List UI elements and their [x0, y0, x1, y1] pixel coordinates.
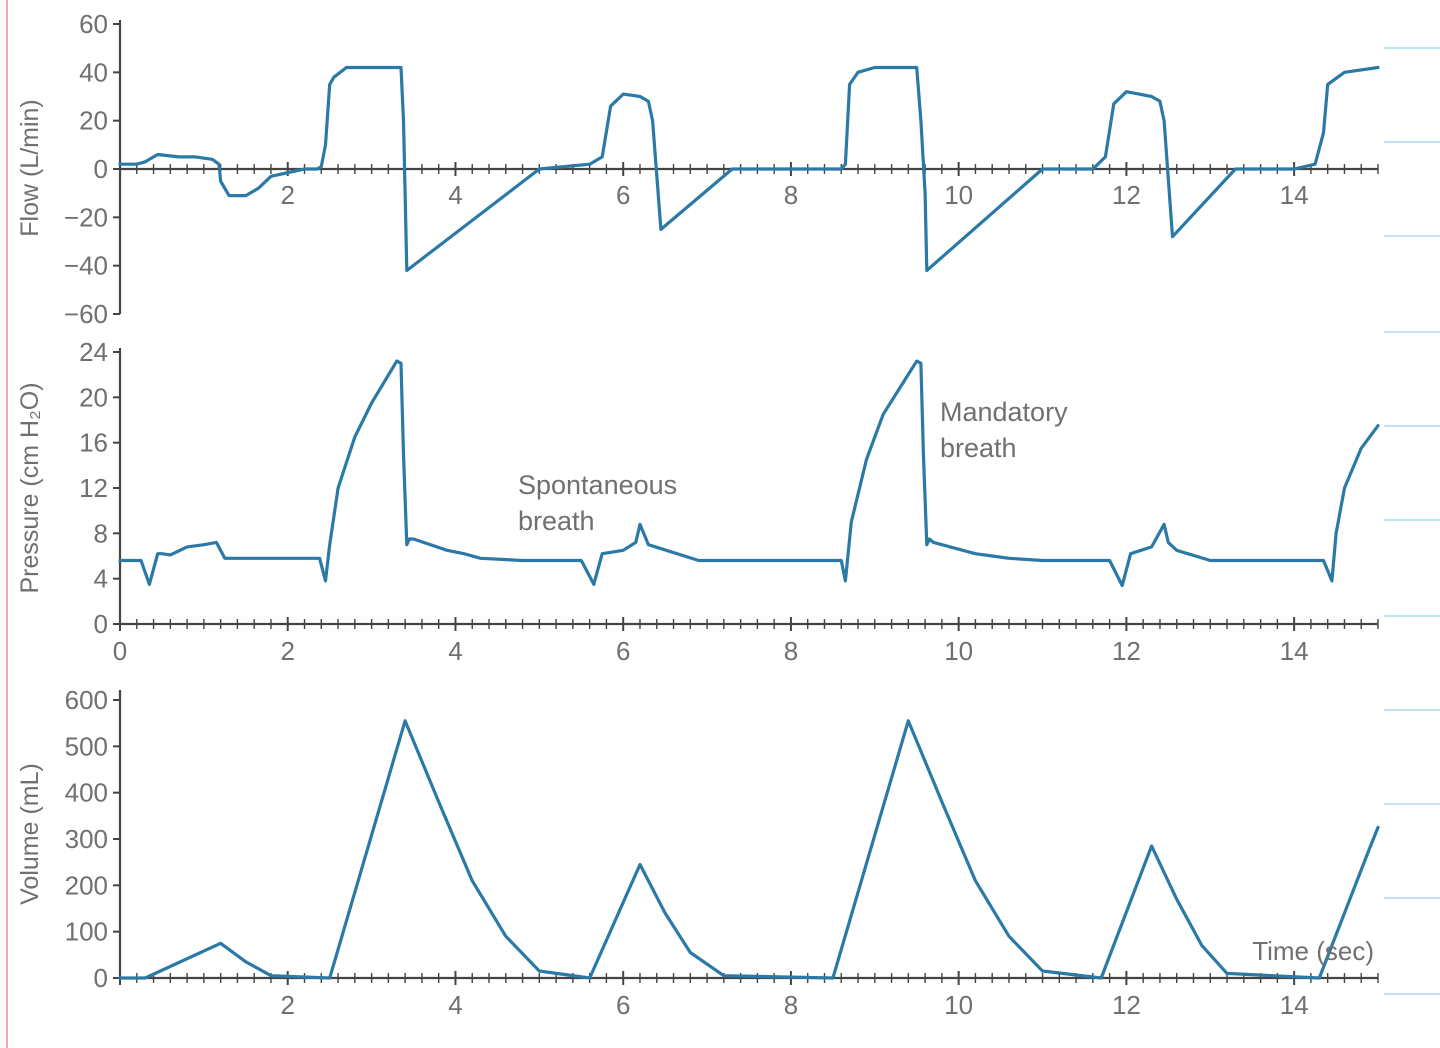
y-tick-label: 400: [65, 778, 108, 808]
x-tick-label: 2: [280, 636, 294, 666]
y-tick-label: 300: [65, 824, 108, 854]
y-axis-label: Volume (mL): [16, 763, 44, 905]
y-tick-label: 4: [94, 564, 108, 594]
series-line: [118, 359, 1380, 588]
y-tick-label: 200: [65, 870, 108, 900]
x-tick-label: 4: [448, 636, 462, 666]
x-tick-label: 10: [944, 990, 973, 1020]
volume-panel: 600 500 400 300 200 100 0 2 4 6 8 10 12 14 Volume (mL)…: [16, 685, 1380, 1020]
y-tick-label: 24: [79, 337, 108, 367]
y-axis-label: Pressure (cm H₂O): [16, 382, 44, 593]
x-tick-label: 8: [784, 180, 798, 210]
y-tick-label: 500: [65, 731, 108, 761]
page-edge-rule: [6, 0, 8, 1048]
y-tick-label: −60: [64, 299, 108, 329]
spontaneous-breath-annotation: Spontaneous breath: [518, 470, 685, 536]
time-axis-annotation: Time (sec): [1252, 936, 1374, 966]
x-tick-label: 6: [616, 990, 630, 1020]
mandatory-annotation-line2: breath: [940, 433, 1017, 463]
x-tick-label: 14: [1280, 180, 1309, 210]
x-tick-label: 4: [448, 180, 462, 210]
y-tick-label: 12: [79, 473, 108, 503]
y-tick-label: 600: [65, 685, 108, 715]
x-tick-label: 6: [616, 636, 630, 666]
y-tick-label: −20: [64, 202, 108, 232]
y-tick-label: 0: [94, 609, 108, 639]
x-tick-label: 0: [113, 636, 127, 666]
y-tick-label: 20: [79, 382, 108, 412]
y-tick-label: 20: [79, 106, 108, 136]
x-tick-label: 4: [448, 990, 462, 1020]
x-tick-label: 8: [784, 636, 798, 666]
y-axis-label: Flow (L/min): [16, 99, 44, 237]
x-tick-label: 2: [280, 180, 294, 210]
y-tick-label: 0: [94, 154, 108, 184]
y-tick-label: 60: [79, 9, 108, 39]
x-tick-label: 8: [784, 990, 798, 1020]
spontaneous-annotation-line1: Spontaneous: [518, 470, 677, 500]
x-tick-label: 10: [944, 636, 973, 666]
y-tick-label: 16: [79, 428, 108, 458]
x-tick-label: 6: [616, 180, 630, 210]
x-tick-label: 2: [280, 990, 294, 1020]
x-tick-label: 14: [1280, 990, 1309, 1020]
flow-panel: 60 40 20 0 −20 −40 −60 2 4 6 8 10 12 14 Flow (L/min): [16, 9, 1380, 329]
right-margin-lines: [1384, 47, 1440, 995]
x-tick-label: 14: [1280, 636, 1309, 666]
x-tick-label: 10: [944, 180, 973, 210]
spontaneous-annotation-line2: breath: [518, 506, 595, 536]
mandatory-annotation-line1: Mandatory: [940, 397, 1068, 427]
x-tick-label: 12: [1112, 636, 1141, 666]
x-tick-label: 12: [1112, 180, 1141, 210]
x-tick-label: 12: [1112, 990, 1141, 1020]
mandatory-breath-annotation: Mandatory breath: [940, 397, 1075, 463]
y-tick-label: 8: [94, 518, 108, 548]
y-tick-label: 100: [65, 917, 108, 947]
y-tick-label: 0: [94, 963, 108, 993]
series-line: [118, 719, 1380, 980]
y-tick-label: −40: [64, 251, 108, 281]
series-line: [118, 65, 1380, 273]
y-tick-label: 40: [79, 57, 108, 87]
